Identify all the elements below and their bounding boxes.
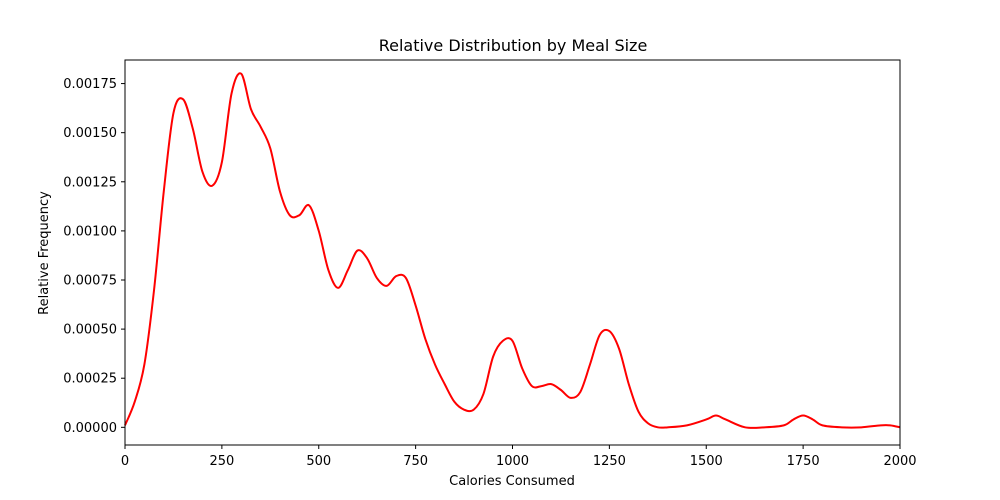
- x-tick-label: 1750: [787, 454, 820, 469]
- y-tick-label: 0.00175: [63, 77, 117, 92]
- x-tick-label: 1250: [593, 454, 626, 469]
- y-tick-label: 0.00075: [63, 274, 117, 289]
- x-axis: 0 250 500 750 1000 1250 1500 1750 2000: [121, 445, 917, 469]
- y-tick-label: 0.00050: [63, 323, 117, 338]
- x-tick-label: 750: [403, 454, 428, 469]
- x-tick-label: 1500: [690, 454, 723, 469]
- y-tick-label: 0.00000: [63, 421, 117, 436]
- y-tick-label: 0.00125: [63, 175, 117, 190]
- plot-frame: [124, 59, 901, 446]
- y-tick-label: 0.00150: [63, 126, 117, 141]
- x-tick-label: 1000: [496, 454, 529, 469]
- plot-area: [124, 72, 901, 429]
- chart-title: Relative Distribution by Meal Size: [379, 36, 648, 55]
- y-tick-label: 0.00025: [63, 372, 117, 387]
- y-axis-label: Relative Frequency: [37, 191, 52, 315]
- y-tick-label: 0.00100: [63, 224, 117, 239]
- x-axis-label: Calories Consumed: [449, 474, 575, 489]
- x-tick-label: 2000: [883, 454, 916, 469]
- x-tick-label: 500: [306, 454, 331, 469]
- x-tick-label: 0: [121, 454, 129, 469]
- series-line-0: [124, 72, 901, 429]
- x-tick-label: 250: [209, 454, 234, 469]
- y-axis: 0.00000 0.00025 0.00050 0.00075 0.00100 0.001…: [63, 77, 125, 436]
